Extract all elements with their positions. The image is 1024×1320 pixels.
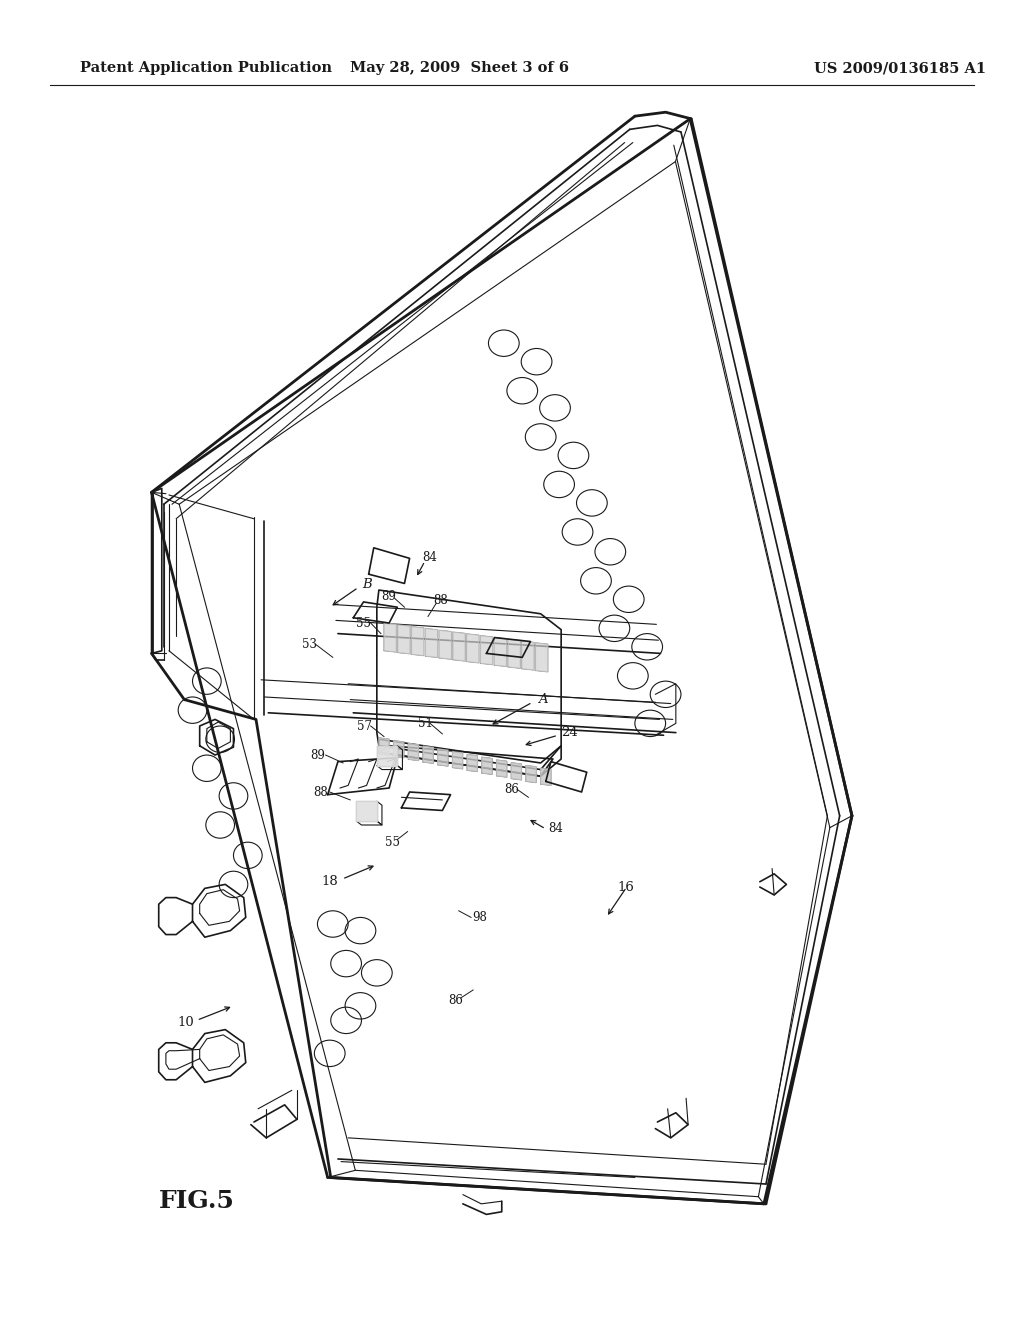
Polygon shape [425, 628, 437, 657]
Text: 16: 16 [617, 880, 634, 894]
Text: Patent Application Publication: Patent Application Publication [80, 61, 332, 75]
Text: US 2009/0136185 A1: US 2009/0136185 A1 [814, 61, 986, 75]
Text: 84: 84 [548, 822, 563, 836]
Text: 88: 88 [433, 594, 447, 607]
Polygon shape [482, 758, 493, 775]
Polygon shape [526, 766, 537, 783]
Polygon shape [536, 643, 548, 672]
Polygon shape [453, 632, 465, 661]
Polygon shape [412, 627, 424, 656]
Text: 86: 86 [449, 994, 463, 1007]
Text: 88: 88 [313, 785, 328, 799]
Text: 98: 98 [472, 911, 486, 924]
Text: 89: 89 [382, 590, 396, 603]
Text: A: A [538, 693, 548, 706]
Polygon shape [423, 746, 433, 763]
Text: 84: 84 [423, 550, 437, 564]
Polygon shape [480, 636, 493, 665]
Polygon shape [437, 748, 447, 766]
Polygon shape [379, 738, 389, 755]
Polygon shape [508, 639, 520, 668]
Polygon shape [511, 763, 521, 780]
Text: 10: 10 [178, 1016, 195, 1030]
Polygon shape [497, 760, 507, 777]
Text: 89: 89 [310, 748, 325, 762]
Text: 18: 18 [322, 875, 338, 888]
Polygon shape [495, 638, 507, 667]
Polygon shape [522, 642, 535, 671]
Polygon shape [393, 741, 403, 758]
Polygon shape [377, 746, 397, 766]
Polygon shape [453, 751, 463, 768]
Text: May 28, 2009  Sheet 3 of 6: May 28, 2009 Sheet 3 of 6 [350, 61, 569, 75]
Text: B: B [361, 578, 372, 591]
Text: 51: 51 [418, 717, 432, 730]
Polygon shape [384, 623, 396, 652]
Polygon shape [409, 743, 419, 760]
Text: 57: 57 [357, 719, 372, 733]
Text: 55: 55 [356, 616, 371, 630]
Polygon shape [439, 630, 452, 659]
Polygon shape [467, 755, 477, 772]
Text: 24: 24 [561, 726, 578, 739]
Text: FIG.5: FIG.5 [159, 1189, 234, 1213]
Polygon shape [397, 624, 410, 653]
Polygon shape [541, 768, 551, 785]
Text: 55: 55 [385, 836, 399, 849]
Text: 53: 53 [302, 638, 316, 651]
Text: 86: 86 [505, 783, 519, 796]
Polygon shape [467, 634, 479, 663]
Polygon shape [356, 801, 377, 821]
